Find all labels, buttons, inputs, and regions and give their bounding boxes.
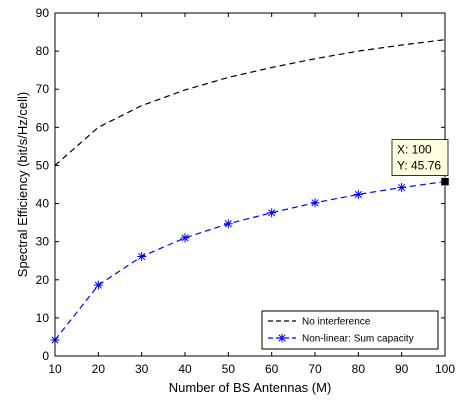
- x-tick-label: 70: [308, 362, 322, 376]
- data-point: [180, 233, 190, 243]
- asterisk-stroke: [93, 280, 103, 290]
- legend-label-1: No interference: [302, 317, 371, 328]
- y-tick-label: 50: [36, 158, 50, 172]
- y-tick-label: 0: [42, 349, 49, 363]
- x-tick-label: 90: [395, 362, 409, 376]
- legend: No interference Non-linear: Sum capacity: [261, 310, 439, 350]
- y-tick-label: 70: [36, 82, 50, 96]
- data-point: [397, 183, 407, 193]
- data-point: [223, 219, 233, 229]
- y-tick-label: 10: [36, 311, 50, 325]
- datatip-x-text: X: 100: [397, 143, 432, 157]
- datatip-marker: [440, 177, 450, 186]
- data-point: [93, 280, 103, 290]
- y-axis-title: Spectral Efficiency (bit/s/Hz/cell): [15, 92, 30, 277]
- y-axis: 0 10 20 30 40 50 60 70 80 90: [36, 6, 445, 363]
- series-line-1: [54, 39, 446, 166]
- plot-area: [50, 12, 450, 357]
- series-line-2: [54, 181, 446, 341]
- y-tick-label: 30: [36, 235, 50, 249]
- datatip-box: [391, 139, 449, 177]
- x-axis: 10 20 30 40 50 60 70 80 90 100: [48, 13, 455, 376]
- datatip-y-text: Y: 45.76: [397, 159, 441, 173]
- y-tick-label: 80: [36, 44, 50, 58]
- x-axis-title: Number of BS Antennas (M): [169, 380, 332, 395]
- x-tick-label: 100: [435, 362, 455, 376]
- x-tick-label: 20: [92, 362, 106, 376]
- plot-background: [55, 13, 445, 356]
- asterisk-stroke: [180, 233, 190, 243]
- asterisk-stroke: [277, 333, 287, 343]
- data-point: [310, 198, 320, 208]
- x-tick-label: 60: [265, 362, 279, 376]
- asterisk-stroke: [397, 183, 407, 193]
- legend-box: [261, 310, 439, 350]
- asterisk-stroke: [267, 208, 277, 218]
- x-tick-label: 40: [178, 362, 192, 376]
- asterisk-stroke: [137, 252, 147, 262]
- legend-label-2: Non-linear: Sum capacity: [302, 334, 414, 345]
- data-point: [267, 208, 277, 218]
- y-tick-label: 60: [36, 120, 50, 134]
- x-tick-label: 50: [222, 362, 236, 376]
- x-tick-label: 10: [48, 362, 62, 376]
- asterisk-stroke: [353, 189, 363, 199]
- data-point: [353, 189, 363, 199]
- datatip[interactable]: X: 100 Y: 45.76: [391, 139, 450, 186]
- asterisk-stroke: [223, 219, 233, 229]
- legend-marker: [277, 333, 287, 343]
- y-tick-label: 20: [36, 273, 50, 287]
- data-point: [137, 252, 147, 262]
- y-tick-label: 40: [36, 197, 50, 211]
- y-tick-label: 90: [36, 6, 50, 20]
- asterisk-stroke: [310, 198, 320, 208]
- x-tick-label: 30: [135, 362, 149, 376]
- x-tick-label: 80: [352, 362, 366, 376]
